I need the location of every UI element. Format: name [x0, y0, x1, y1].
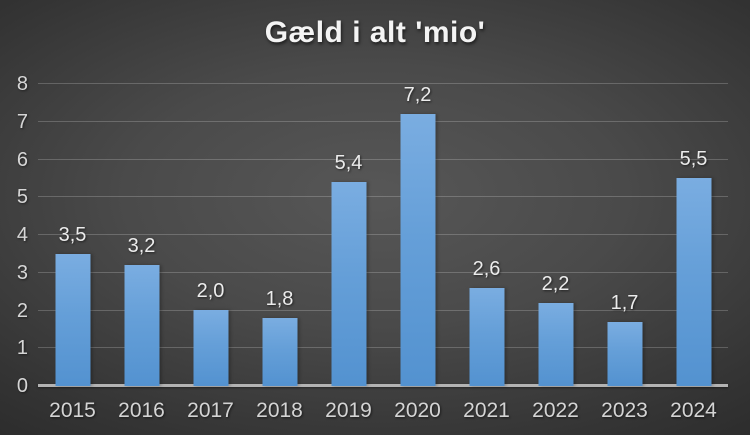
bar-2015 [55, 254, 90, 386]
bar-column-2024: 5,5 2024 [659, 84, 728, 422]
bar-2023 [607, 322, 642, 386]
bar-column-2022: 2,2 2022 [521, 84, 590, 422]
x-axis-tick-label: 2020 [394, 399, 441, 422]
gridline [38, 347, 728, 349]
y-axis-tick-label: 3 [16, 261, 28, 284]
x-axis-tick-label: 2015 [49, 399, 96, 422]
bar-2018 [262, 318, 297, 386]
y-axis-tick-label: 8 [16, 73, 28, 95]
bar-value-label: 1,7 [610, 292, 639, 314]
bar-2017 [193, 310, 228, 386]
bar-column-2017: 2,0 2017 [176, 84, 245, 422]
gridline [38, 83, 728, 84]
bar-2021 [469, 288, 504, 386]
y-axis-tick-label: 6 [16, 148, 28, 171]
gridline [38, 234, 728, 235]
gridline [38, 309, 728, 311]
x-axis-tick-label: 2021 [463, 399, 510, 422]
y-axis-tick-label: 7 [16, 110, 28, 133]
y-axis-labels: 0 1 2 3 4 5 6 7 8 [0, 0, 28, 435]
y-axis-tick-label: 2 [16, 299, 28, 322]
bar-value-label: 2,0 [196, 280, 225, 302]
x-axis-tick-label: 2024 [670, 399, 717, 422]
x-axis-line [38, 384, 728, 387]
bar-2024 [676, 178, 711, 386]
x-axis-tick-label: 2017 [187, 399, 234, 422]
x-axis-tick-label: 2018 [256, 399, 303, 422]
y-axis-tick-label: 4 [16, 224, 28, 246]
bar-column-2019: 5,4 2019 [314, 84, 383, 422]
bar-value-label: 1,8 [265, 288, 294, 310]
y-axis-tick-label: 1 [16, 337, 28, 360]
y-axis-tick-label: 0 [16, 375, 28, 397]
bar-value-label: 5,5 [679, 148, 708, 170]
x-axis-tick-label: 2022 [532, 399, 579, 422]
bar-column-2018: 1,8 2018 [245, 84, 314, 422]
gridline [38, 120, 728, 122]
chart-title: Gæld i alt 'mio' [264, 16, 486, 49]
bar-column-2016: 3,2 2016 [107, 84, 176, 422]
x-axis-tick-label: 2016 [118, 399, 165, 422]
bar-value-label: 7,2 [403, 84, 432, 106]
y-axis-tick-label: 5 [16, 186, 28, 209]
gridline [38, 158, 728, 160]
bar-2020 [400, 114, 435, 386]
plot-area: 3,5 2015 3,2 2016 2,0 2017 1,8 2018 5,4 2019 7,2 20… [38, 83, 728, 422]
bar-2019 [331, 182, 366, 386]
gridline [38, 271, 728, 273]
x-axis-tick-label: 2023 [601, 399, 648, 422]
gridline [38, 196, 728, 198]
bar-column-2021: 2,6 2021 [452, 84, 521, 422]
bar-column-2015: 3,5 2015 [38, 84, 107, 422]
x-axis-tick-label: 2019 [325, 399, 372, 422]
bar-value-label: 3,2 [127, 235, 156, 257]
bar-2022 [538, 303, 573, 386]
bar-value-label: 3,5 [58, 224, 87, 246]
bar-value-label: 2,6 [472, 258, 501, 280]
bar-column-2023: 1,7 2023 [590, 84, 659, 422]
bar-column-2020: 7,2 2020 [383, 84, 452, 422]
bar-value-label: 2,2 [541, 273, 570, 295]
bar-value-label: 5,4 [334, 152, 363, 174]
bar-2016 [124, 265, 159, 386]
